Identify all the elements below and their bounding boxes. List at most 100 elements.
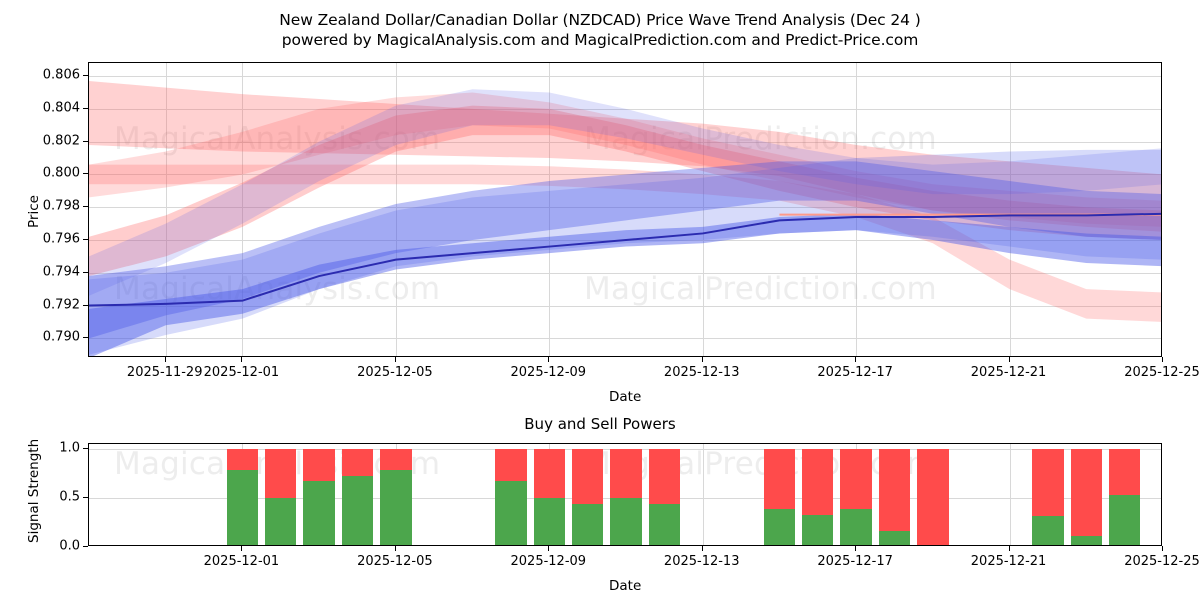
price-xtick-label: 2025-12-13 <box>663 365 740 380</box>
buy-power-segment[interactable] <box>226 470 259 545</box>
signal-ytick-label: 0.0 <box>59 538 80 554</box>
signal-axis-title: Signal Strength <box>26 438 42 543</box>
signal-bar[interactable] <box>878 444 911 545</box>
buy-power-segment[interactable] <box>1070 536 1102 545</box>
signal-bar[interactable] <box>265 444 297 545</box>
sell-power-segment[interactable] <box>380 448 412 471</box>
signal-bar[interactable] <box>303 444 335 545</box>
signal-bar[interactable] <box>380 444 412 545</box>
buy-power-segment[interactable] <box>571 503 604 545</box>
sell-power-segment[interactable] <box>341 448 374 477</box>
signal-bar[interactable] <box>802 444 834 545</box>
sell-power-segment[interactable] <box>917 448 949 545</box>
price-gridline-h <box>89 272 1161 274</box>
buy-power-segment[interactable] <box>265 497 297 545</box>
price-gridline-v <box>549 63 551 356</box>
price-xtick-mark <box>1162 357 1163 362</box>
wave-band <box>89 149 1161 355</box>
signal-xtick-mark <box>855 546 857 551</box>
buy-power-segment[interactable] <box>763 508 796 545</box>
buy-power-segment[interactable] <box>648 503 681 545</box>
sell-power-segment[interactable] <box>763 448 796 509</box>
price-gridline-h <box>89 338 1161 340</box>
price-gridline-v <box>702 63 704 356</box>
signal-xtick-label: 2025-12-21 <box>970 554 1047 569</box>
price-wave-bands <box>89 81 1161 356</box>
buy-power-segment[interactable] <box>610 497 642 545</box>
signal-bar[interactable] <box>1108 444 1141 545</box>
price-gridline-h <box>89 108 1161 110</box>
buy-power-segment[interactable] <box>303 481 335 545</box>
page-title: New Zealand Dollar/Canadian Dollar (NZDC… <box>0 10 1200 50</box>
price-xtick-label: 2025-12-25 <box>1124 365 1200 380</box>
signal-xtick-label: 2025-12-05 <box>357 554 433 569</box>
signal-bar[interactable] <box>1070 444 1102 545</box>
sell-power-segment[interactable] <box>533 448 565 498</box>
buy-power-segment[interactable] <box>380 470 412 545</box>
signal-xtick-mark <box>1008 546 1010 551</box>
price-gridline-v <box>1009 63 1011 356</box>
sell-power-segment[interactable] <box>802 448 834 515</box>
price-xtick-mark <box>164 357 166 362</box>
price-axis-title: Price <box>26 194 42 228</box>
signal-xtick-label: 2025-12-17 <box>817 554 893 569</box>
price-xtick-mark <box>855 357 857 362</box>
price-xtick-label: 2025-12-05 <box>357 365 433 380</box>
price-xtick-mark <box>241 357 243 362</box>
signal-bar[interactable] <box>495 444 527 545</box>
price-ytick-label: 0.804 <box>42 100 80 116</box>
signal-xtick-mark <box>1162 546 1163 551</box>
signal-xtick-label: 2025-12-09 <box>510 554 587 569</box>
sell-power-segment[interactable] <box>648 448 681 504</box>
sell-power-segment[interactable] <box>495 448 527 482</box>
signal-bar[interactable] <box>226 444 259 545</box>
signal-gridline-v <box>1009 444 1011 545</box>
wave-band <box>89 161 1161 339</box>
date-axis-title-top: Date <box>609 389 642 405</box>
signal-bar[interactable] <box>1032 444 1064 545</box>
signal-bar[interactable] <box>917 444 949 545</box>
buy-power-segment[interactable] <box>495 481 527 545</box>
signal-bar[interactable] <box>648 444 681 545</box>
signal-bar[interactable] <box>533 444 565 545</box>
signal-bar[interactable] <box>341 444 374 545</box>
sell-power-segment[interactable] <box>265 448 297 498</box>
buy-power-segment[interactable] <box>1032 515 1064 545</box>
buy-power-segment[interactable] <box>878 531 911 545</box>
price-gridline-v <box>165 63 167 356</box>
signal-bar[interactable] <box>610 444 642 545</box>
title-line-2: powered by MagicalAnalysis.com and Magic… <box>281 31 919 50</box>
sell-power-segment[interactable] <box>1032 448 1064 516</box>
signal-bar[interactable] <box>840 444 872 545</box>
wave-center-line <box>89 212 1161 307</box>
signal-bar[interactable] <box>763 444 796 545</box>
price-xtick-mark <box>394 357 396 362</box>
signal-xtick-label: 2025-12-13 <box>663 554 740 569</box>
price-ytick-label: 0.802 <box>42 133 80 149</box>
sell-power-segment[interactable] <box>840 448 872 509</box>
buy-power-segment[interactable] <box>533 497 565 545</box>
buy-power-segment[interactable] <box>341 476 374 545</box>
sell-power-segment[interactable] <box>1070 448 1102 537</box>
buy-power-segment[interactable] <box>1108 495 1141 545</box>
price-xtick-label: 2025-11-29 <box>126 365 203 380</box>
buy-power-segment[interactable] <box>802 514 834 545</box>
price-ytick-label: 0.796 <box>42 231 80 247</box>
sell-power-segment[interactable] <box>610 448 642 498</box>
signal-bar[interactable] <box>571 444 604 545</box>
sell-power-segment[interactable] <box>571 448 604 504</box>
buy-power-segment[interactable] <box>840 508 872 545</box>
wave-band <box>89 81 1161 232</box>
price-gridline-h <box>89 76 1161 78</box>
signal-ytick-label: 1.0 <box>59 440 80 456</box>
price-ytick-label: 0.790 <box>42 329 80 345</box>
sell-power-segment[interactable] <box>303 448 335 482</box>
sell-power-segment[interactable] <box>1108 448 1141 495</box>
price-xtick-label: 2025-12-09 <box>510 365 587 380</box>
sell-power-segment[interactable] <box>878 448 911 532</box>
sell-power-segment[interactable] <box>226 448 259 471</box>
wave-band <box>89 213 1161 356</box>
price-ytick-label: 0.798 <box>42 198 80 214</box>
